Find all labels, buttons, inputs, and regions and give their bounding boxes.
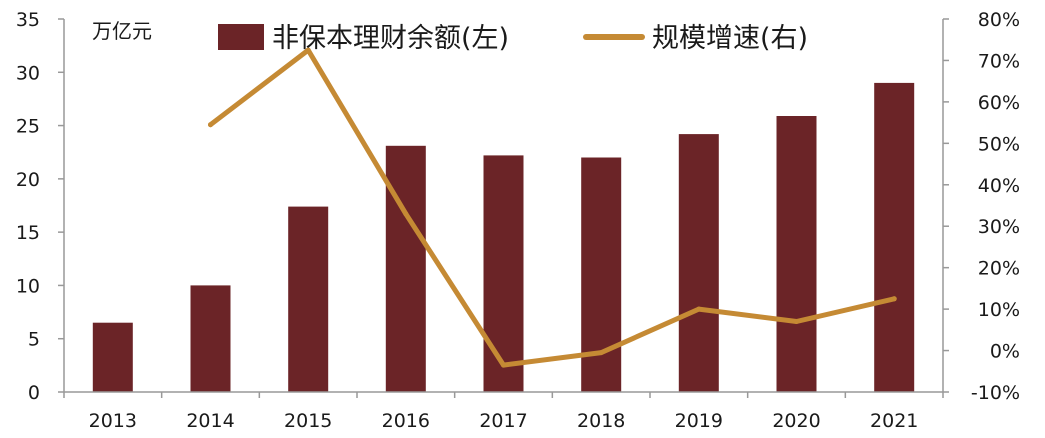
right-tick-label: 10% bbox=[978, 299, 1020, 321]
growth-point-2020 bbox=[794, 319, 799, 324]
x-tick-label: 2016 bbox=[382, 410, 430, 432]
bar-2014 bbox=[190, 285, 231, 392]
left-tick-label: 25 bbox=[16, 116, 40, 138]
bar-2020 bbox=[776, 116, 817, 392]
growth-point-2018 bbox=[598, 350, 604, 356]
right-tick-label: -10% bbox=[971, 382, 1020, 404]
right-tick-label: 50% bbox=[978, 133, 1020, 155]
right-tick-label: 20% bbox=[978, 258, 1020, 280]
left-tick-label: 0 bbox=[28, 382, 40, 404]
left-tick-label: 20 bbox=[16, 169, 40, 191]
bar-2019 bbox=[678, 134, 719, 392]
right-tick-label: 30% bbox=[978, 216, 1020, 238]
bar-2016 bbox=[385, 145, 426, 392]
legend-label-balance: 非保本理财余额(左) bbox=[272, 23, 509, 54]
line-layer bbox=[208, 47, 897, 368]
right-tick-label: 40% bbox=[978, 175, 1020, 197]
right-tick-label: 70% bbox=[978, 50, 1020, 72]
growth-point-2015 bbox=[305, 47, 311, 53]
growth-point-2014 bbox=[208, 122, 213, 128]
x-tick-label: 2020 bbox=[772, 410, 820, 432]
legend-label-growth: 规模增速(右) bbox=[652, 23, 808, 54]
growth-point-2019 bbox=[696, 306, 702, 312]
left-tick-label: 10 bbox=[16, 275, 40, 297]
x-tick-label: 2017 bbox=[479, 410, 527, 432]
bars-layer bbox=[92, 82, 915, 393]
growth-point-2016 bbox=[403, 211, 409, 217]
right-tick-label: 60% bbox=[978, 92, 1020, 114]
legend: 非保本理财余额(左) 规模增速(右) bbox=[218, 23, 808, 54]
left-tick-label: 30 bbox=[16, 62, 40, 84]
left-axis-unit-label: 万亿元 bbox=[92, 19, 152, 43]
growth-point-2017 bbox=[501, 362, 506, 368]
left-tick-label: 35 bbox=[16, 9, 40, 31]
x-tick-label: 2015 bbox=[284, 410, 332, 432]
bar-2021 bbox=[874, 82, 915, 393]
labels-layer: 0 5 10 15 20 25 30 35 -10% 0% 10% 20% 30% 40% 50% 60% 70… bbox=[16, 9, 1020, 432]
legend-swatch-balance bbox=[218, 24, 264, 50]
x-tick-label: 2013 bbox=[89, 410, 137, 432]
left-tick-label: 15 bbox=[16, 222, 40, 244]
growth-line bbox=[208, 47, 897, 368]
bar-2015 bbox=[288, 206, 329, 392]
growth-point-2021 bbox=[891, 296, 897, 302]
bar-2017 bbox=[483, 155, 524, 392]
x-tick-label: 2021 bbox=[870, 410, 918, 432]
bar-2013 bbox=[92, 322, 133, 392]
x-tick-label: 2018 bbox=[577, 410, 625, 432]
left-tick-label: 5 bbox=[28, 329, 40, 351]
x-tick-label: 2019 bbox=[675, 410, 723, 432]
axes-layer bbox=[58, 18, 949, 398]
right-tick-label: 0% bbox=[990, 341, 1020, 363]
right-tick-label: 80% bbox=[978, 9, 1020, 31]
x-tick-label: 2014 bbox=[186, 410, 234, 432]
